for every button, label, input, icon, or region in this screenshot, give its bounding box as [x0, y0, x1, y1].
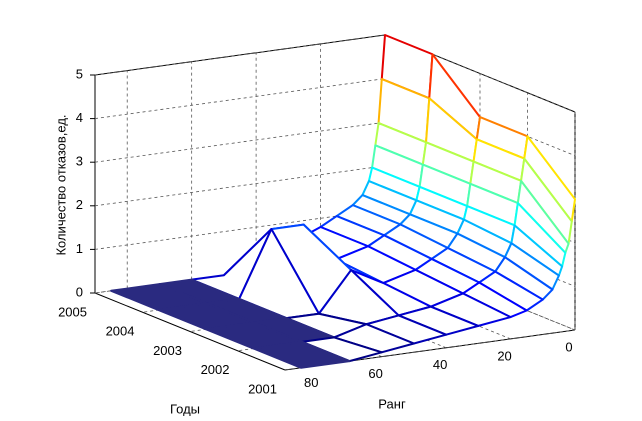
x-tick-label: 60 — [368, 366, 382, 381]
x-tick-label: 80 — [304, 375, 318, 390]
y-tick-label: 2002 — [201, 362, 230, 377]
y-tick-label: 2005 — [58, 304, 87, 319]
grid-line — [94, 165, 386, 207]
mesh-cell — [252, 340, 351, 369]
mesh — [110, 34, 576, 369]
grid-line — [94, 34, 386, 76]
grid-line — [284, 329, 576, 371]
z-tick-label: 3 — [76, 154, 83, 169]
x-tick-label: 40 — [433, 357, 447, 372]
z-tick-label: 1 — [76, 241, 83, 256]
x-tick-label: 20 — [497, 348, 511, 363]
grid-line — [94, 78, 386, 119]
z-tick-label: 4 — [76, 110, 83, 125]
y-tick-label: 2001 — [248, 381, 277, 396]
grid-line — [94, 121, 386, 163]
z-tick-label: 5 — [76, 66, 83, 81]
y-tick-label: 2003 — [153, 343, 182, 358]
y-axis-label: Годы — [170, 401, 200, 416]
z-tick-label: 2 — [76, 197, 83, 212]
z-axis-label: Количество отказов,ед. — [53, 114, 68, 255]
grid-line — [94, 209, 386, 250]
x-axis-label: Ранг — [378, 396, 406, 411]
z-tick-label: 0 — [76, 284, 83, 299]
x-tick-label: 0 — [565, 339, 572, 354]
axis-line — [94, 292, 286, 371]
grid-line — [384, 34, 576, 113]
y-tick-label: 2004 — [106, 324, 135, 339]
